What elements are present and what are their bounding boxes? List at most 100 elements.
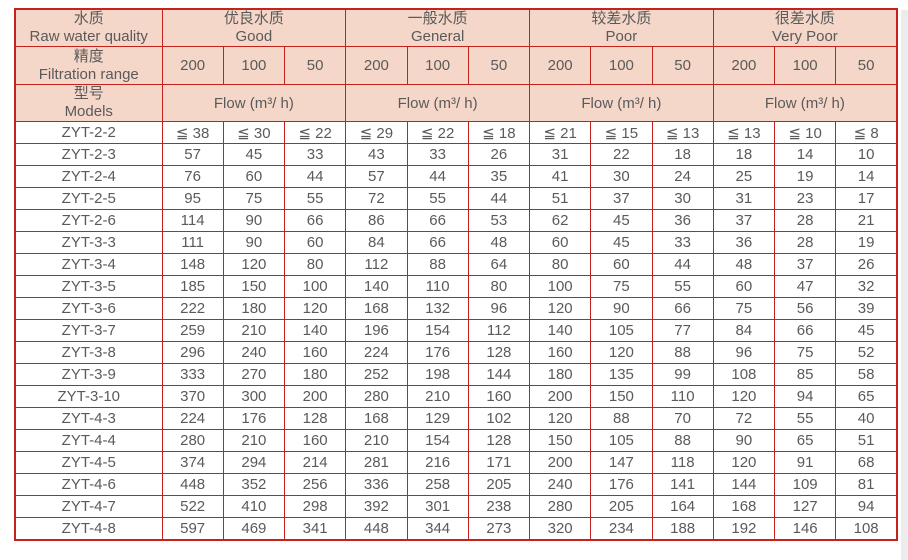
flow-value-cell: 108 — [712, 363, 776, 386]
flow-value-cell: 140 — [345, 275, 408, 298]
table-row: ZYT-3-5 185 150 100 140 110 80 100 75 55 60 47 32 — [14, 275, 898, 298]
flow-value-cell: 45 — [835, 319, 898, 342]
flow-value-cell: 95 — [161, 187, 224, 210]
flow-value-cell: 18 — [712, 143, 776, 166]
flow-value-cell: 28 — [773, 231, 837, 254]
precision-value-cell: 50 — [283, 46, 347, 85]
table-header: 水质 Raw water quality 优良水质 Good 一般水质 Gene… — [14, 8, 898, 122]
flow-value-cell: 55 — [283, 187, 347, 210]
flow-value-cell: ≦ 22 — [283, 121, 347, 144]
flow-value-cell: 597 — [161, 517, 224, 540]
flow-value-cell: 336 — [345, 473, 408, 496]
models-en: Models — [64, 103, 113, 120]
flow-value-cell: ≦ 13 — [712, 121, 776, 144]
flow-value-cell: 109 — [773, 473, 837, 496]
model-cell: ZYT-2-4 — [14, 165, 163, 188]
flow-value-cell: 333 — [161, 363, 224, 386]
flow-value-cell: 85 — [773, 363, 837, 386]
water-quality-en: Raw water quality — [29, 28, 148, 45]
flow-value-cell: 147 — [590, 451, 653, 474]
flow-value-cell: 180 — [222, 297, 286, 320]
flow-value-cell: ≦ 13 — [651, 121, 714, 144]
precision-en: Filtration range — [38, 65, 139, 83]
flow-value-cell: 154 — [406, 429, 469, 452]
flow-value-cell: 90 — [222, 209, 286, 232]
flow-value-cell: 258 — [406, 473, 469, 496]
flow-value-cell: 111 — [161, 231, 224, 254]
flow-value-cell: 120 — [528, 407, 592, 430]
flow-value-cell: 53 — [467, 209, 531, 232]
flow-value-cell: 44 — [406, 165, 469, 188]
flow-value-cell: 64 — [467, 253, 531, 276]
table-row: ZYT-3-4 148 120 80 112 88 64 80 60 44 48 37 26 — [14, 253, 898, 276]
model-cell: ZYT-3-9 — [14, 363, 163, 386]
flow-value-cell: 171 — [467, 451, 531, 474]
flow-value-cell: 100 — [528, 275, 592, 298]
flow-value-cell: 148 — [161, 253, 224, 276]
flow-value-cell: 19 — [835, 231, 898, 254]
flow-value-cell: 84 — [712, 319, 776, 342]
flow-value-cell: 200 — [283, 385, 347, 408]
flow-value-cell: 44 — [651, 253, 714, 276]
flow-value-cell: 150 — [590, 385, 653, 408]
flow-value-cell: 24 — [651, 165, 714, 188]
flow-header-cell: Flow (m³/ h) — [161, 84, 347, 122]
table-row: ZYT-4-3 224 176 128 168 129 102 120 88 70 72 55 40 — [14, 407, 898, 430]
flow-value-cell: 522 — [161, 495, 224, 518]
group-good-en: Good — [235, 28, 273, 45]
flow-value-cell: 188 — [651, 517, 714, 540]
table-row: ZYT-3-3 111 90 60 84 66 48 60 45 33 36 28 19 — [14, 231, 898, 254]
flow-value-cell: 127 — [773, 495, 837, 518]
flow-value-cell: 90 — [712, 429, 776, 452]
flow-value-cell: 112 — [467, 319, 531, 342]
flow-value-cell: 70 — [651, 407, 714, 430]
model-cell: ZYT-3-6 — [14, 297, 163, 320]
flow-value-cell: 270 — [222, 363, 286, 386]
flow-value-cell: 21 — [835, 209, 898, 232]
group-general-en: General — [410, 28, 465, 45]
flow-value-cell: 120 — [283, 297, 347, 320]
flow-value-cell: 370 — [161, 385, 224, 408]
model-cell: ZYT-4-5 — [14, 451, 163, 474]
flow-value-cell: 176 — [222, 407, 286, 430]
flow-value-cell: 55 — [773, 407, 837, 430]
flow-value-cell: 120 — [222, 253, 286, 276]
flow-value-cell: 39 — [835, 297, 898, 320]
precision-value-cell: 50 — [651, 46, 714, 85]
flow-value-cell: 35 — [467, 165, 531, 188]
flow-value-cell: 146 — [773, 517, 837, 540]
flow-value-cell: 154 — [406, 319, 469, 342]
flow-value-cell: 32 — [835, 275, 898, 298]
model-cell: ZYT-3-4 — [14, 253, 163, 276]
flow-value-cell: 129 — [406, 407, 469, 430]
flow-value-cell: 240 — [528, 473, 592, 496]
flow-value-cell: 10 — [835, 143, 898, 166]
table-row: ZYT-3-7 259 210 140 196 154 112 140 105 77 84 66 45 — [14, 319, 898, 342]
flow-value-cell: 352 — [222, 473, 286, 496]
flow-value-cell: 60 — [528, 231, 592, 254]
table-row: ZYT-3-10 370 300 200 280 210 160 200 150 110 120 9… — [14, 385, 898, 408]
flow-value-cell: 238 — [467, 495, 531, 518]
table-row: ZYT-4-6 448 352 256 336 258 205 240 176 141 144 10… — [14, 473, 898, 496]
flow-value-cell: 52 — [835, 341, 898, 364]
flow-value-cell: 75 — [773, 341, 837, 364]
flow-value-cell: 96 — [467, 297, 531, 320]
flow-value-cell: 185 — [161, 275, 224, 298]
flow-value-cell: 168 — [345, 297, 408, 320]
flow-value-cell: 40 — [835, 407, 898, 430]
group-poor-en: Poor — [605, 28, 638, 45]
model-cell: ZYT-3-8 — [14, 341, 163, 364]
precision-value-cell: 200 — [345, 46, 408, 85]
flow-value-cell: 30 — [590, 165, 653, 188]
flow-value-cell: 200 — [528, 451, 592, 474]
flow-value-cell: 44 — [467, 187, 531, 210]
flow-value-cell: 120 — [712, 385, 776, 408]
flow-value-cell: ≦ 38 — [161, 121, 224, 144]
flow-value-cell: 118 — [651, 451, 714, 474]
flow-value-cell: 110 — [406, 275, 469, 298]
flow-value-cell: 28 — [773, 209, 837, 232]
flow-value-cell: 77 — [651, 319, 714, 342]
flow-value-cell: 144 — [712, 473, 776, 496]
flow-value-cell: 273 — [467, 517, 531, 540]
flow-value-cell: 90 — [590, 297, 653, 320]
